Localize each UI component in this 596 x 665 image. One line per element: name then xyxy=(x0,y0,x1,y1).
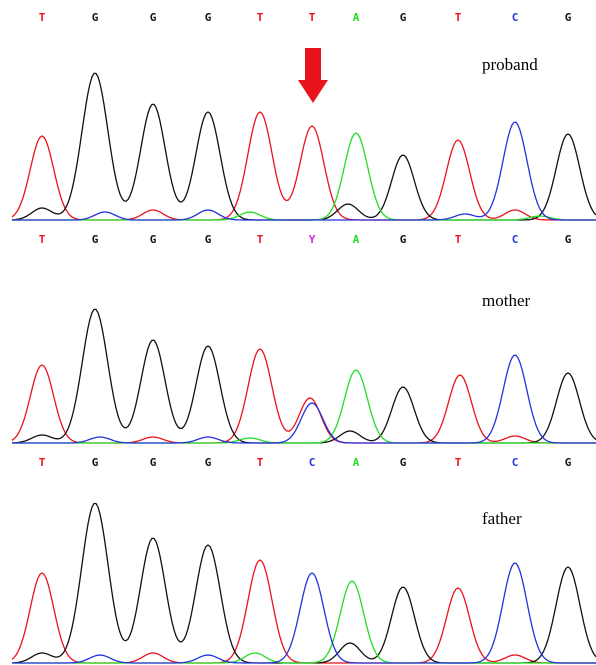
base-call: G xyxy=(565,11,572,24)
trace-r xyxy=(12,112,596,220)
base-call: T xyxy=(455,456,462,469)
sample-label: mother xyxy=(482,291,530,310)
trace-b xyxy=(12,563,596,663)
base-call: C xyxy=(512,11,519,24)
base-call: T xyxy=(309,11,316,24)
base-call: T xyxy=(257,233,264,246)
base-call: A xyxy=(353,456,360,469)
base-call: G xyxy=(92,11,99,24)
base-call: T xyxy=(39,233,46,246)
base-call: T xyxy=(257,11,264,24)
base-call: C xyxy=(512,456,519,469)
trace-r xyxy=(12,349,596,443)
base-call: G xyxy=(565,233,572,246)
mutation-arrow xyxy=(298,48,328,103)
base-call: G xyxy=(400,11,407,24)
base-call: T xyxy=(39,11,46,24)
base-call: G xyxy=(150,456,157,469)
base-call: G xyxy=(400,233,407,246)
base-call: Y xyxy=(309,233,316,246)
base-call: T xyxy=(455,11,462,24)
base-call: G xyxy=(150,233,157,246)
trace-b xyxy=(12,355,596,443)
sample-label: father xyxy=(482,509,522,528)
base-call: G xyxy=(92,456,99,469)
trace-g xyxy=(12,370,596,443)
base-call: G xyxy=(205,233,212,246)
base-call: C xyxy=(309,456,316,469)
chromatogram-figure: T G G G T T A G T C Gproband T G G G T Y A G T C Gmother T G G G T… xyxy=(0,0,596,665)
base-call: T xyxy=(455,233,462,246)
trace-k xyxy=(12,309,596,443)
base-call: A xyxy=(353,11,360,24)
base-call: T xyxy=(257,456,264,469)
base-call: G xyxy=(205,11,212,24)
sample-label: proband xyxy=(482,55,538,74)
base-call: A xyxy=(353,233,360,246)
base-call: T xyxy=(39,456,46,469)
base-call: G xyxy=(565,456,572,469)
base-call: G xyxy=(400,456,407,469)
base-call: C xyxy=(512,233,519,246)
base-call: G xyxy=(205,456,212,469)
trace-b xyxy=(12,122,596,220)
base-call: G xyxy=(92,233,99,246)
base-call: G xyxy=(150,11,157,24)
